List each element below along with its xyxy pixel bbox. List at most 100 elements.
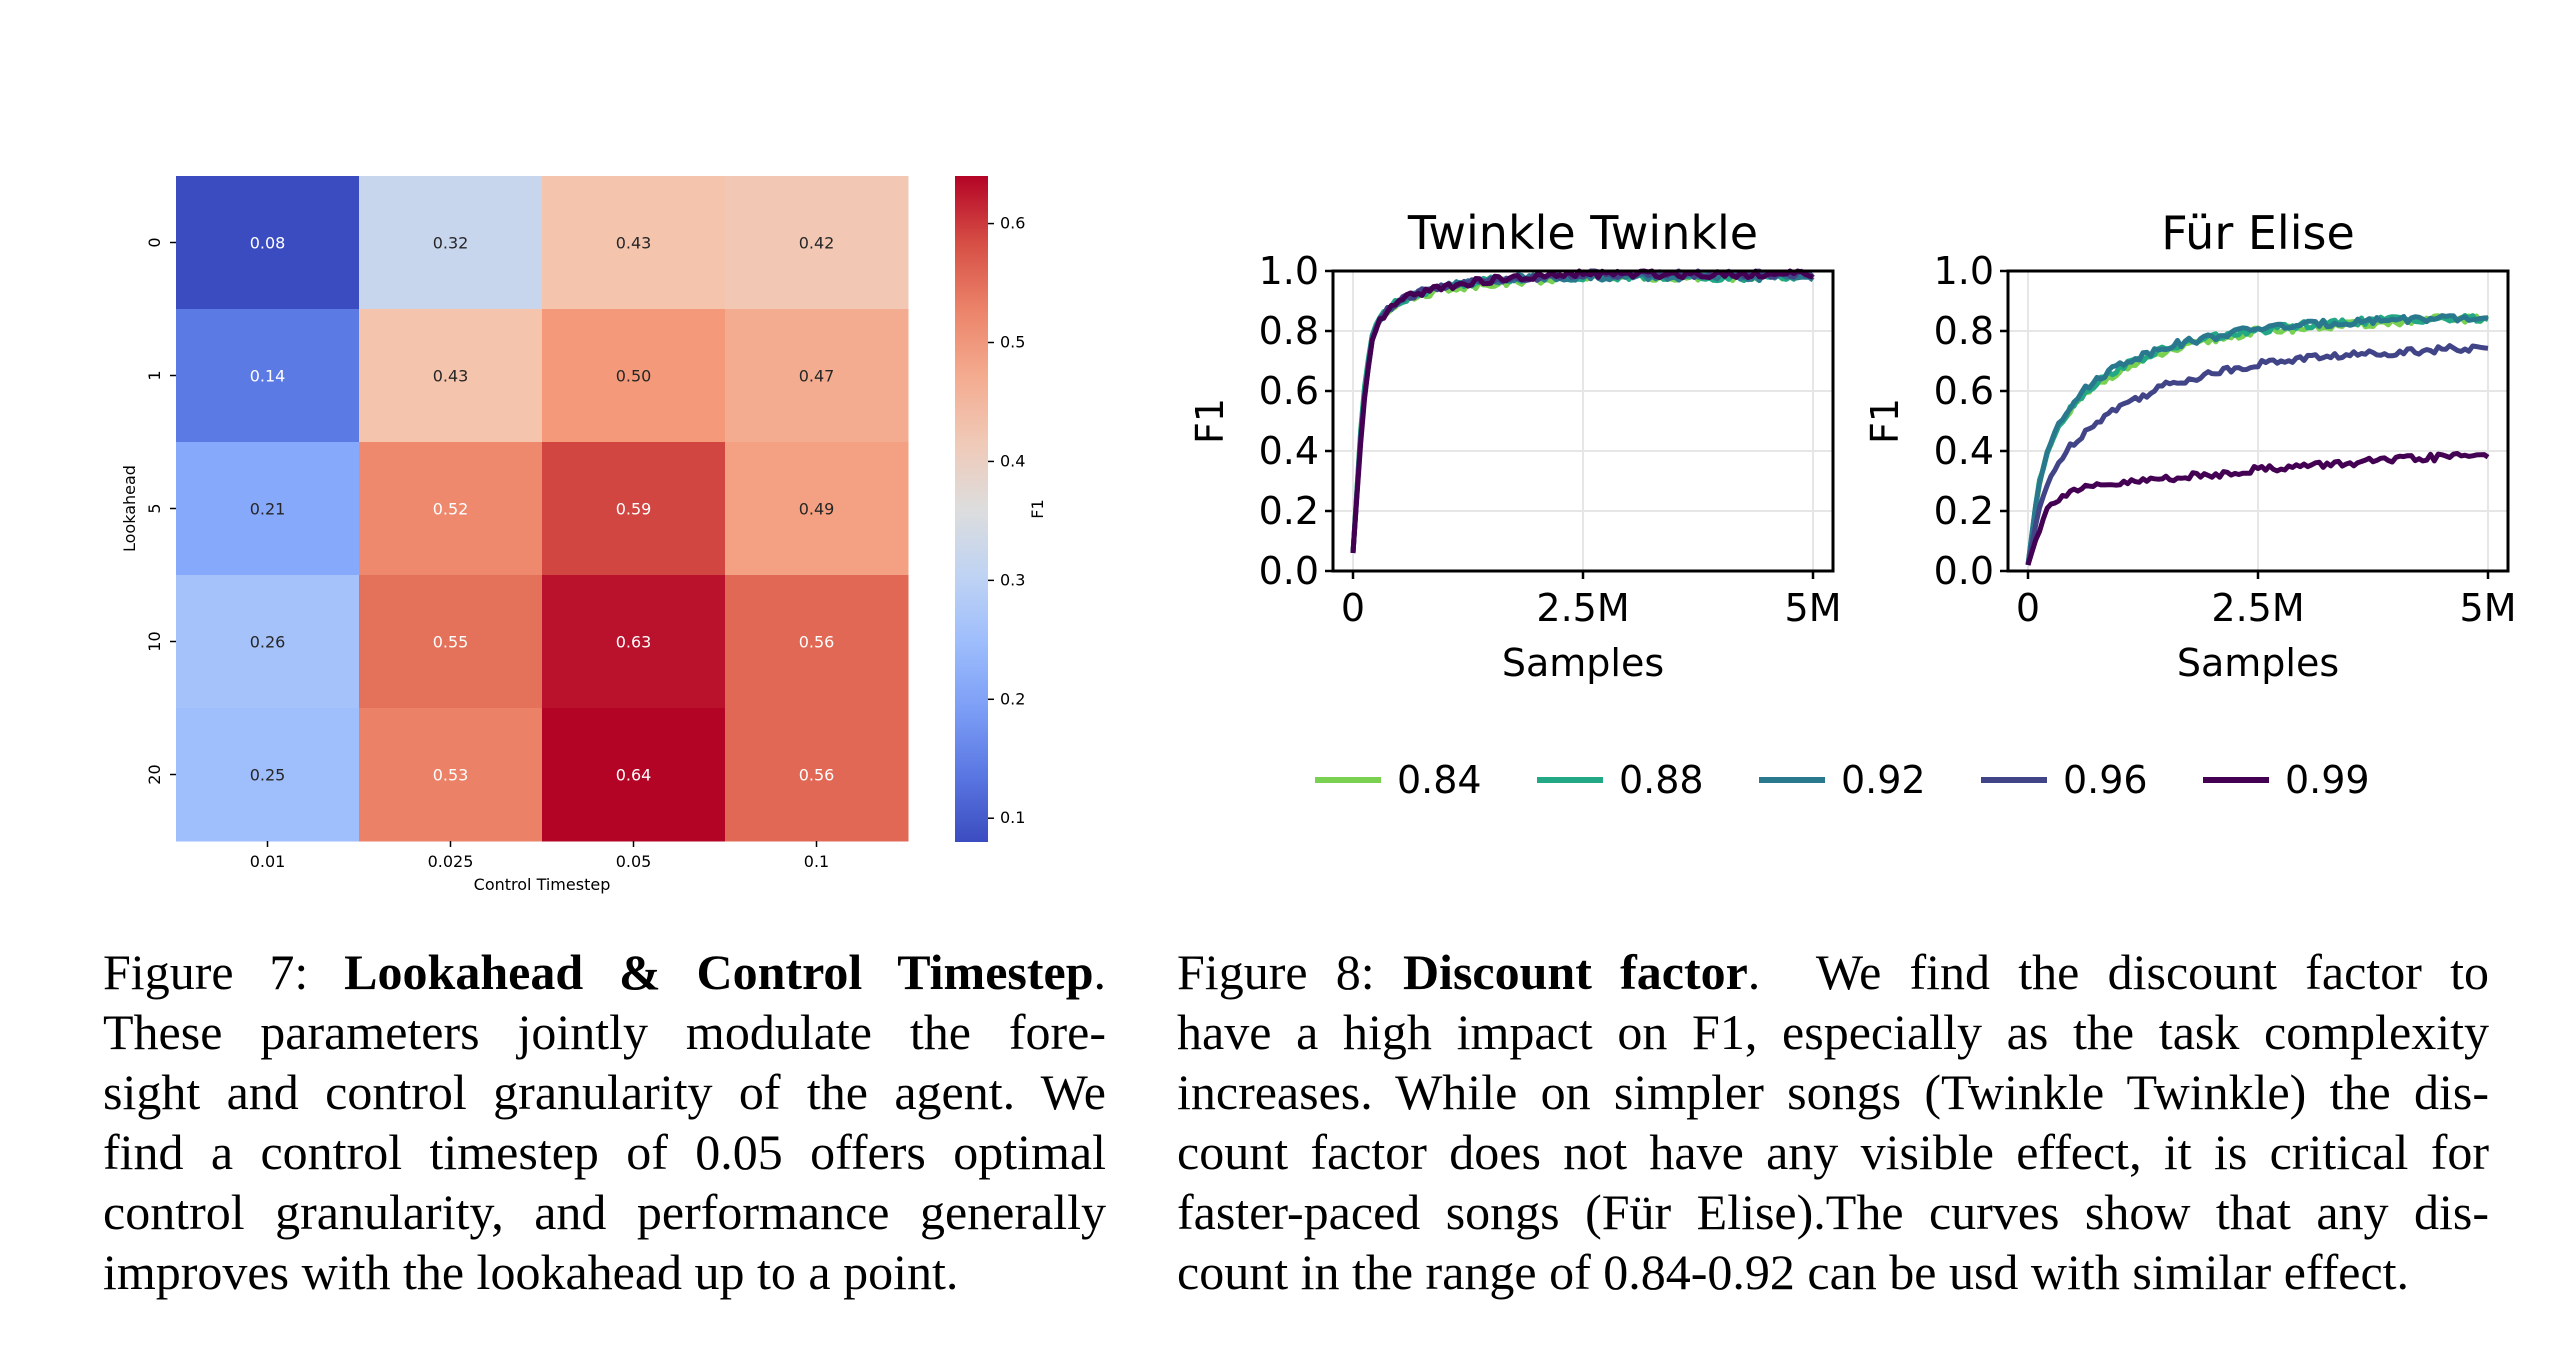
y-tick-label: 10 bbox=[145, 631, 164, 651]
y-tick-label: 1.0 bbox=[1934, 249, 1994, 293]
heatmap-cell bbox=[176, 309, 360, 443]
heatmap-cell-label: 0.59 bbox=[616, 500, 652, 519]
line-chart-fur-elise: 0.0 0.2 0.4 0.6 0.8 1.0 0 2.5M 5M Samples F1 Für El… bbox=[1863, 206, 2516, 685]
heatmap-cell bbox=[359, 575, 543, 709]
heatmap-cell bbox=[359, 442, 543, 576]
x-tick-label: 0.1 bbox=[804, 852, 829, 871]
figure-title: Lookahead & Control Timestep bbox=[344, 944, 1094, 1000]
heatmap-cell-label: 0.42 bbox=[799, 234, 835, 253]
colorbar-tick-label: 0.1 bbox=[1000, 808, 1025, 827]
y-tick-label: 0.6 bbox=[1259, 369, 1319, 413]
heatmap-cell-label: 0.14 bbox=[250, 367, 286, 386]
y-tick-label: 0.8 bbox=[1934, 309, 1994, 353]
y-tick-label: 20 bbox=[145, 764, 164, 784]
heatmap-cell bbox=[359, 309, 543, 443]
chart-title: Für Elise bbox=[2161, 206, 2355, 260]
heatmap-cell-label: 0.08 bbox=[250, 234, 286, 253]
y-tick-label: 1 bbox=[145, 370, 164, 380]
figure-8-legend: 0.84 0.88 0.92 0.96 0.99 bbox=[1315, 758, 2370, 802]
caption-line: Figure 7: Lookahead & Control Timestep. bbox=[103, 944, 1107, 1000]
heatmap-cell bbox=[725, 442, 909, 576]
heatmap-cell bbox=[542, 309, 726, 443]
caption-line: improves with the lookahead up to a poin… bbox=[103, 1244, 959, 1300]
chart-title: Twinkle Twinkle bbox=[1407, 206, 1758, 260]
x-tick-label: 2.5M bbox=[2211, 586, 2304, 630]
y-tick-label: 0.0 bbox=[1259, 549, 1319, 593]
heatmap-cell bbox=[359, 176, 543, 310]
heatmap-cell bbox=[725, 176, 909, 310]
heatmap-cell-label: 0.56 bbox=[799, 766, 835, 785]
legend-label: 0.99 bbox=[2285, 758, 2370, 802]
legend-label: 0.92 bbox=[1841, 758, 1926, 802]
series-line-0.96 bbox=[2025, 343, 2489, 566]
heatmap-cell-label: 0.55 bbox=[433, 633, 469, 652]
y-tick-label: 0.0 bbox=[1934, 549, 1994, 593]
figure-label: Figure 8: bbox=[1177, 944, 1375, 1000]
heatmap-figure-7: 0.08 0.32 0.43 0.420.14 0.43 0.50 0.470.21 0.52… bbox=[120, 176, 1047, 894]
caption-line: count factor does not have any visible e… bbox=[1177, 1124, 2489, 1180]
y-tick-label: 0.2 bbox=[1934, 489, 1994, 533]
caption-line: Figure 8: Discount factor. We find the d… bbox=[1177, 944, 2489, 1000]
series-line-0.99 bbox=[1350, 268, 1814, 554]
heatmap-cell bbox=[542, 442, 726, 576]
colorbar-tick-label: 0.4 bbox=[1000, 451, 1025, 470]
caption-line: sight and control granularity of the age… bbox=[103, 1064, 1106, 1120]
heatmap-cell-label: 0.63 bbox=[616, 633, 652, 652]
heatmap-cell-label: 0.26 bbox=[250, 633, 286, 652]
x-tick-label: 0 bbox=[2016, 586, 2040, 630]
y-tick-label: 1.0 bbox=[1259, 249, 1319, 293]
caption-line: faster-paced songs (Für Elise).The curve… bbox=[1177, 1184, 2489, 1240]
heatmap-cell bbox=[725, 575, 909, 709]
y-axis-label: Lookahead bbox=[120, 465, 139, 552]
heatmap-cell-label: 0.53 bbox=[433, 766, 469, 785]
caption-text: We find the discount factor to bbox=[1815, 944, 2489, 1000]
heatmap-cell bbox=[725, 309, 909, 443]
figure-label: Figure 7: bbox=[103, 944, 309, 1000]
heatmap-cell-label: 0.21 bbox=[250, 500, 286, 519]
heatmap-cell bbox=[176, 708, 360, 842]
heatmap-cell-label: 0.50 bbox=[616, 367, 652, 386]
y-tick-label: 0.4 bbox=[1934, 429, 1994, 473]
heatmap-cell-label: 0.43 bbox=[616, 234, 652, 253]
colorbar-tick-label: 0.5 bbox=[1000, 333, 1025, 352]
legend-label: 0.96 bbox=[2063, 758, 2148, 802]
legend-label: 0.84 bbox=[1397, 758, 1482, 802]
x-tick-label: 0.05 bbox=[616, 852, 652, 871]
x-tick-label: 2.5M bbox=[1536, 586, 1629, 630]
figure-8-caption: Figure 8: Discount factor. We find the d… bbox=[1177, 942, 2489, 1302]
heatmap-cell-label: 0.56 bbox=[799, 633, 835, 652]
figure-area: 0.08 0.32 0.43 0.42 0.14 0.43 0.50 0.47 0.21 0.52… bbox=[120, 176, 2516, 894]
heatmap-cell bbox=[359, 708, 543, 842]
heatmap-cell bbox=[176, 575, 360, 709]
caption-line: find a control timestep of 0.05 offers o… bbox=[103, 1124, 1106, 1180]
colorbar bbox=[955, 176, 988, 842]
heatmap-cell bbox=[725, 708, 909, 842]
y-tick-label: 0.8 bbox=[1259, 309, 1319, 353]
caption-line: have a high impact on F1, especially as … bbox=[1177, 1004, 2489, 1060]
x-axis-label: Control Timestep bbox=[474, 875, 611, 894]
x-tick-label: 5M bbox=[2460, 586, 2517, 630]
y-tick-label: 0.6 bbox=[1934, 369, 1994, 413]
x-tick-label: 0 bbox=[1341, 586, 1365, 630]
caption-line: control granularity, and performance gen… bbox=[103, 1184, 1106, 1240]
series-line-0.92 bbox=[2025, 313, 2489, 566]
heatmap-cell-label: 0.32 bbox=[433, 234, 469, 253]
caption-line: increases. While on simpler songs (Twink… bbox=[1177, 1064, 2489, 1120]
y-axis-label: F1 bbox=[1863, 398, 1907, 444]
caption-line: count in the range of 0.84-0.92 can be u… bbox=[1177, 1244, 2410, 1300]
heatmap-cell bbox=[542, 708, 726, 842]
heatmap-cell bbox=[176, 176, 360, 310]
x-tick-label: 0.01 bbox=[250, 852, 286, 871]
heatmap-cell-label: 0.43 bbox=[433, 367, 469, 386]
colorbar-tick-label: 0.6 bbox=[1000, 214, 1025, 233]
heatmap-cell bbox=[542, 575, 726, 709]
y-tick-label: 0 bbox=[145, 237, 164, 247]
x-tick-label: 5M bbox=[1785, 586, 1842, 630]
heatmap-cell-label: 0.64 bbox=[616, 766, 652, 785]
heatmap-cell bbox=[176, 442, 360, 576]
figure-7-caption: Figure 7: Lookahead & Control Timestep. … bbox=[103, 942, 1106, 1302]
x-tick-label: 0.025 bbox=[428, 852, 474, 871]
y-axis-label: F1 bbox=[1188, 398, 1232, 444]
x-axis-label: Samples bbox=[1502, 641, 1664, 685]
figures-svg: 0.08 0.32 0.43 0.420.14 0.43 0.50 0.470.21 0.52… bbox=[120, 176, 2516, 894]
